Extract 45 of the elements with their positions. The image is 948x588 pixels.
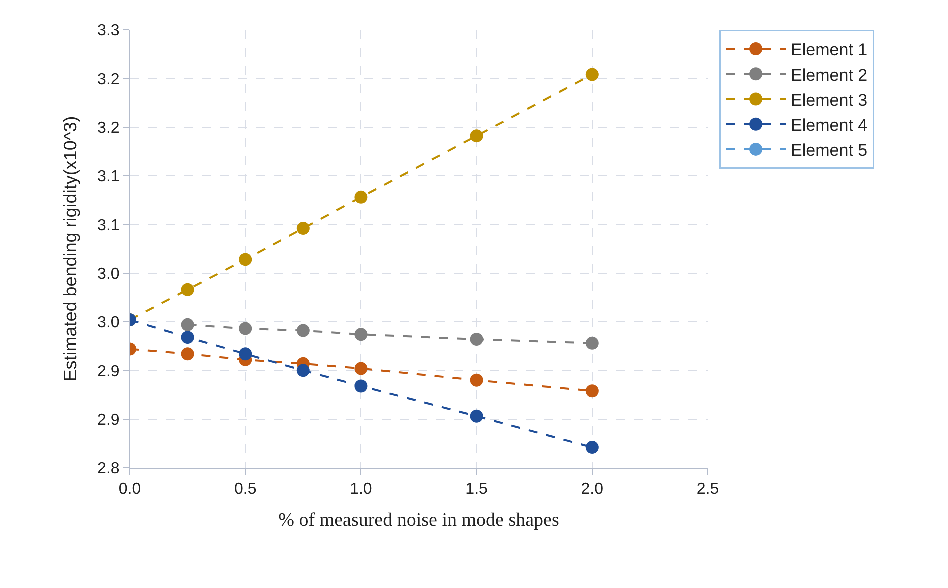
point <box>239 322 252 336</box>
y-axis-title: Estimated bending rigidity(x10^3) <box>60 116 81 382</box>
x-axis-title: % of measured noise in mode shapes <box>278 510 560 531</box>
point <box>586 336 599 350</box>
point <box>354 380 368 393</box>
x-tick-label: 1.0 <box>350 481 372 498</box>
y-tick-label: 3.0 <box>98 314 120 332</box>
point <box>586 68 599 82</box>
y-tick-label: 3.2 <box>98 120 120 137</box>
point <box>239 348 252 361</box>
y-tick-label: 3.1 <box>98 217 120 234</box>
x-tick-label: 2.0 <box>581 481 604 498</box>
point <box>470 410 484 423</box>
point <box>181 331 194 344</box>
point <box>354 362 368 376</box>
point <box>181 348 194 361</box>
x-tick-label: 1.5 <box>466 481 488 498</box>
legend-label: Element 4 <box>791 116 868 135</box>
legend-label: Element 5 <box>791 141 868 160</box>
point <box>586 384 599 398</box>
y-tick-label: 3.0 <box>98 266 120 283</box>
point <box>470 130 484 143</box>
point <box>354 190 368 204</box>
y-tick-label: 3.3 <box>98 22 120 40</box>
x-tick-label: 0.0 <box>118 481 142 498</box>
legend-label: Element 2 <box>791 66 868 85</box>
point <box>296 364 310 378</box>
y-tick-label: 2.9 <box>98 363 120 380</box>
x-tick-label: 0.5 <box>234 481 257 498</box>
y-tick-label: 3.2 <box>98 71 120 88</box>
point <box>239 253 252 266</box>
legend-label: Element 1 <box>791 40 868 60</box>
y-tick-label: 2.9 <box>98 412 120 429</box>
y-tick-label: 3.1 <box>98 168 120 186</box>
point <box>296 324 310 338</box>
x-tick-label: 2.5 <box>696 481 720 498</box>
point <box>296 222 310 236</box>
point <box>586 441 599 454</box>
point <box>470 374 484 387</box>
point <box>181 318 194 332</box>
point <box>354 328 368 342</box>
y-tick-label: 2.8 <box>98 460 120 478</box>
legend-label: Element 3 <box>791 90 868 110</box>
point <box>181 283 194 296</box>
point <box>470 333 484 346</box>
